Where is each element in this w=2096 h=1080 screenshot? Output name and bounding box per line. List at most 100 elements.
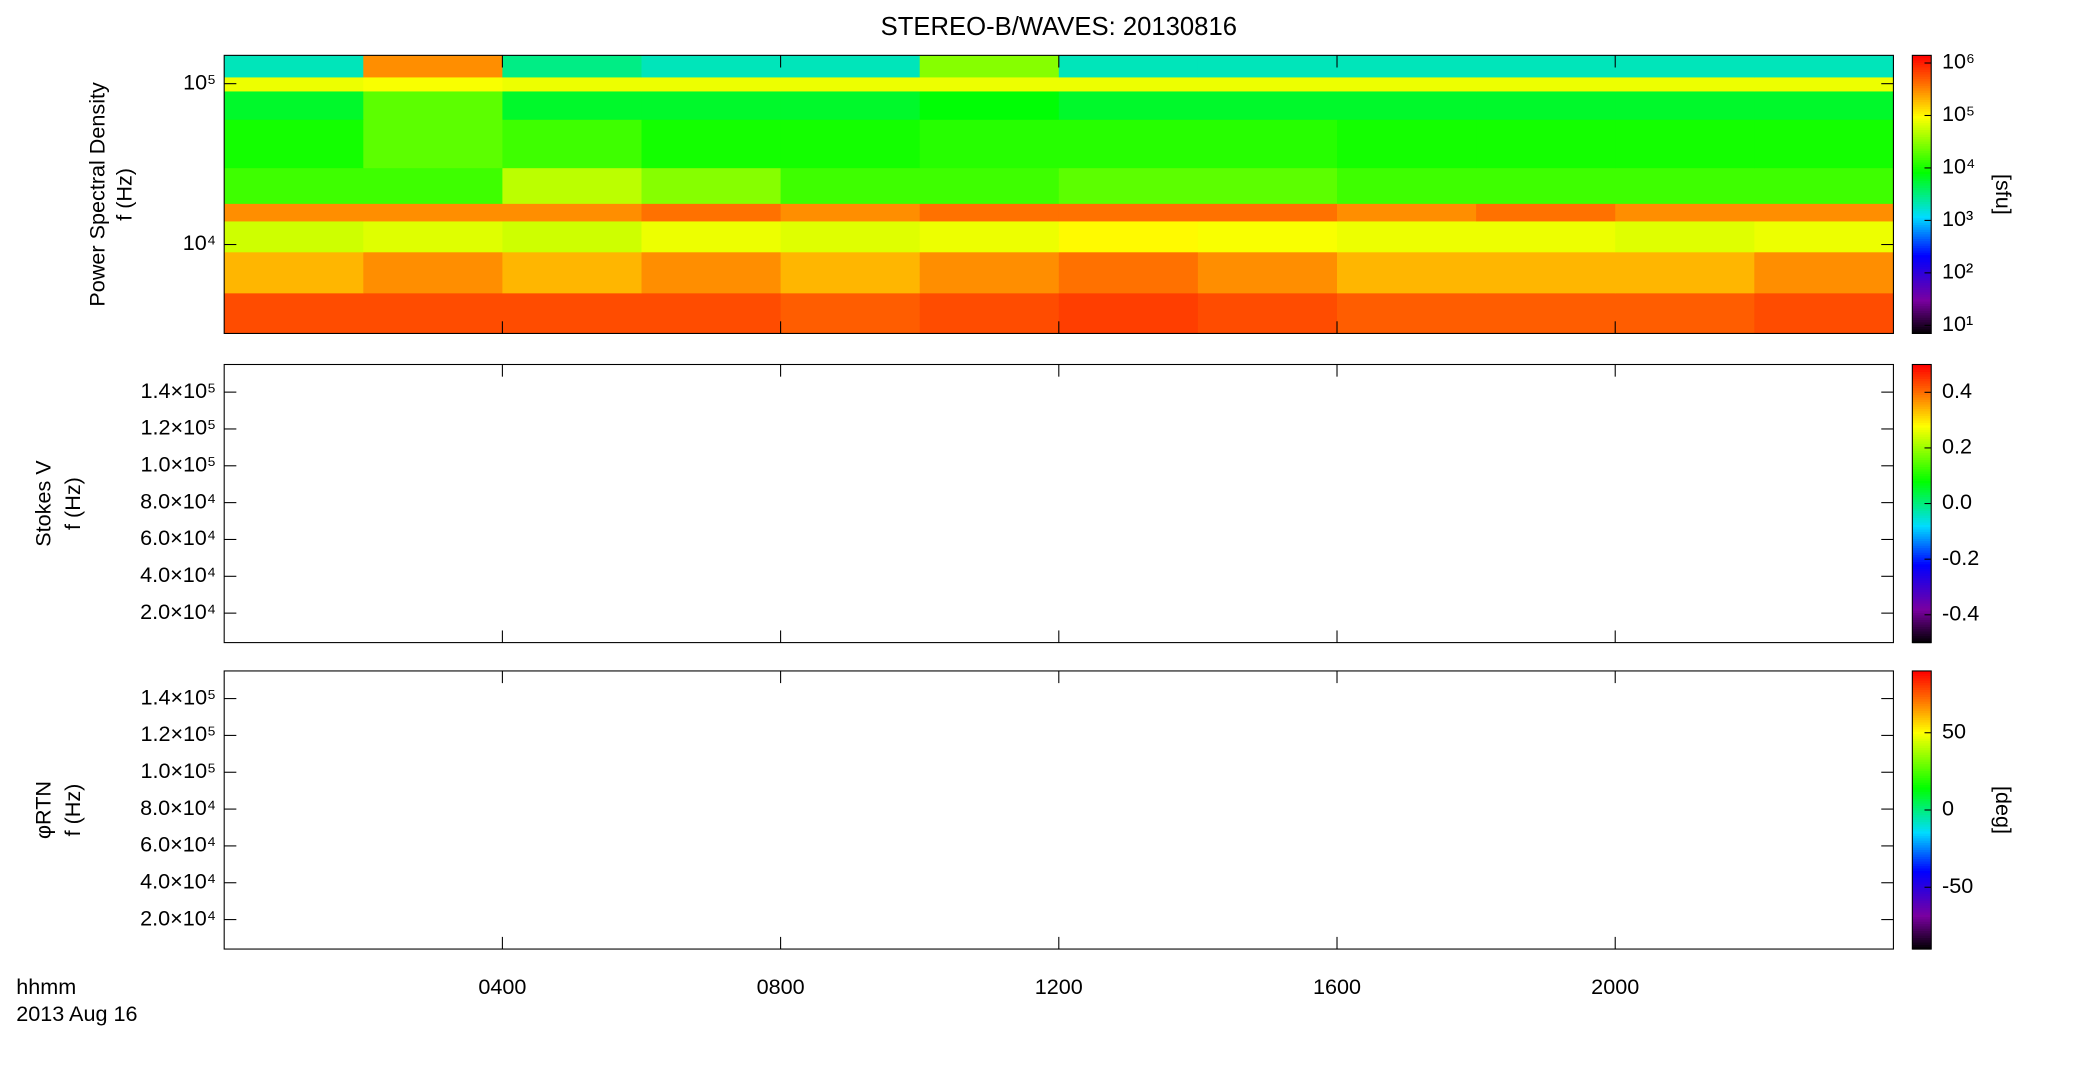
colorbar-step [1912, 535, 1932, 539]
heatmap-cell [641, 55, 782, 78]
heatmap-cell [502, 203, 642, 222]
colorbar-step [1912, 826, 1932, 830]
y-tick-label: 8.0×10⁴ [140, 795, 216, 820]
colorbar-tick-label: 10⁶ [1942, 49, 1975, 74]
colorbar-step [1912, 886, 1932, 890]
colorbar-step [1912, 427, 1932, 430]
colorbar-step [1912, 263, 1932, 267]
colorbar-step [1912, 932, 1932, 936]
colorbar-step [1912, 610, 1932, 614]
y-axis-label: f (Hz) [60, 784, 85, 837]
colorbar-step [1912, 266, 1932, 270]
colorbar-step [1912, 819, 1932, 823]
heatmap-cell [1197, 292, 1338, 334]
heatmap-cell [1754, 292, 1894, 334]
colorbar-step [1912, 155, 1932, 158]
heatmap-cell [1754, 221, 1894, 253]
colorbar-step [1912, 64, 1932, 68]
colorbar-step [1912, 605, 1932, 609]
colorbar-step [1912, 438, 1932, 442]
colorbar-step [1912, 840, 1932, 843]
colorbar-step [1912, 905, 1932, 908]
colorbar-step [1912, 57, 1932, 61]
colorbar-step [1912, 203, 1932, 207]
colorbar-step [1912, 229, 1932, 233]
colorbar-step [1912, 92, 1932, 96]
heatmap-cell [224, 55, 364, 78]
colorbar-step [1912, 254, 1932, 258]
colorbar-step [1912, 863, 1932, 867]
colorbar-step [1912, 454, 1932, 458]
colorbar-step [1912, 807, 1932, 811]
colorbar-step [1912, 626, 1932, 630]
colorbar-step [1912, 189, 1932, 193]
heatmap-cell [224, 251, 364, 294]
heatmap-cell [780, 221, 921, 253]
colorbar-step [1912, 821, 1932, 825]
colorbar-step [1912, 694, 1932, 697]
colorbar-step [1912, 874, 1932, 878]
heatmap-cell [1197, 251, 1338, 294]
colorbar-step [1912, 928, 1932, 932]
x-tick-label: 0800 [757, 974, 805, 999]
colorbar-step [1912, 173, 1932, 177]
y-tick-label: 1.0×10⁵ [140, 452, 216, 477]
colorbar-step [1912, 69, 1932, 73]
colorbar-step [1912, 413, 1932, 417]
colorbar-step [1912, 440, 1932, 444]
colorbar-step [1912, 478, 1932, 481]
colorbar-step [1912, 97, 1932, 100]
colorbar-step [1912, 631, 1932, 634]
colorbar-step [1912, 192, 1932, 195]
heatmap-cell [224, 91, 364, 120]
heatmap-cell [1197, 203, 1338, 222]
colorbar-step [1912, 364, 1932, 368]
colorbar-step [1912, 115, 1932, 119]
colorbar-step [1912, 78, 1932, 82]
colorbar-step [1912, 914, 1932, 918]
colorbar-step [1912, 261, 1932, 265]
colorbar-step [1912, 219, 1932, 223]
colorbar-step [1912, 563, 1932, 567]
colorbar-step [1912, 529, 1932, 532]
colorbar-step [1912, 803, 1932, 806]
y-axis-label: Stokes V [30, 460, 55, 547]
colorbar-step [1912, 619, 1932, 623]
colorbar-step [1912, 805, 1932, 809]
colorbar-step [1912, 305, 1932, 309]
colorbar-step [1912, 385, 1932, 389]
colorbar-step [1912, 129, 1932, 133]
colorbar-step [1912, 900, 1932, 904]
heatmap-cell [780, 119, 921, 169]
heatmap-cell [1476, 91, 1616, 120]
colorbar-step [1912, 786, 1932, 790]
colorbar-step [1912, 450, 1932, 454]
heatmap-cell [1337, 221, 1477, 253]
colorbar-step [1912, 104, 1932, 107]
colorbar-step [1912, 161, 1932, 165]
colorbar-step [1912, 226, 1932, 230]
colorbar-step [1912, 94, 1932, 98]
colorbar-step [1912, 317, 1932, 321]
y-tick-label: 1.0×10⁵ [140, 758, 216, 783]
colorbar-step [1912, 106, 1932, 110]
colorbar-step [1912, 436, 1932, 440]
colorbar-step [1912, 740, 1932, 744]
colorbar-step [1912, 895, 1932, 899]
colorbar-step [1912, 738, 1932, 742]
colorbar-step [1912, 898, 1932, 901]
colorbar-step [1912, 844, 1932, 848]
heatmap-cell [363, 203, 503, 222]
colorbar-step [1912, 90, 1932, 93]
colorbar-step [1912, 403, 1932, 407]
colorbar-step [1912, 187, 1932, 191]
y-tick-label: 2.0×10⁴ [140, 599, 216, 624]
colorbar-step [1912, 870, 1932, 874]
colorbar-step [1912, 596, 1932, 600]
y-axis-label: f (Hz) [60, 477, 85, 530]
colorbar-step [1912, 166, 1932, 170]
colorbar-step [1912, 810, 1932, 813]
colorbar-step [1912, 314, 1932, 318]
colorbar-step [1912, 503, 1932, 507]
colorbar-step [1912, 703, 1932, 707]
